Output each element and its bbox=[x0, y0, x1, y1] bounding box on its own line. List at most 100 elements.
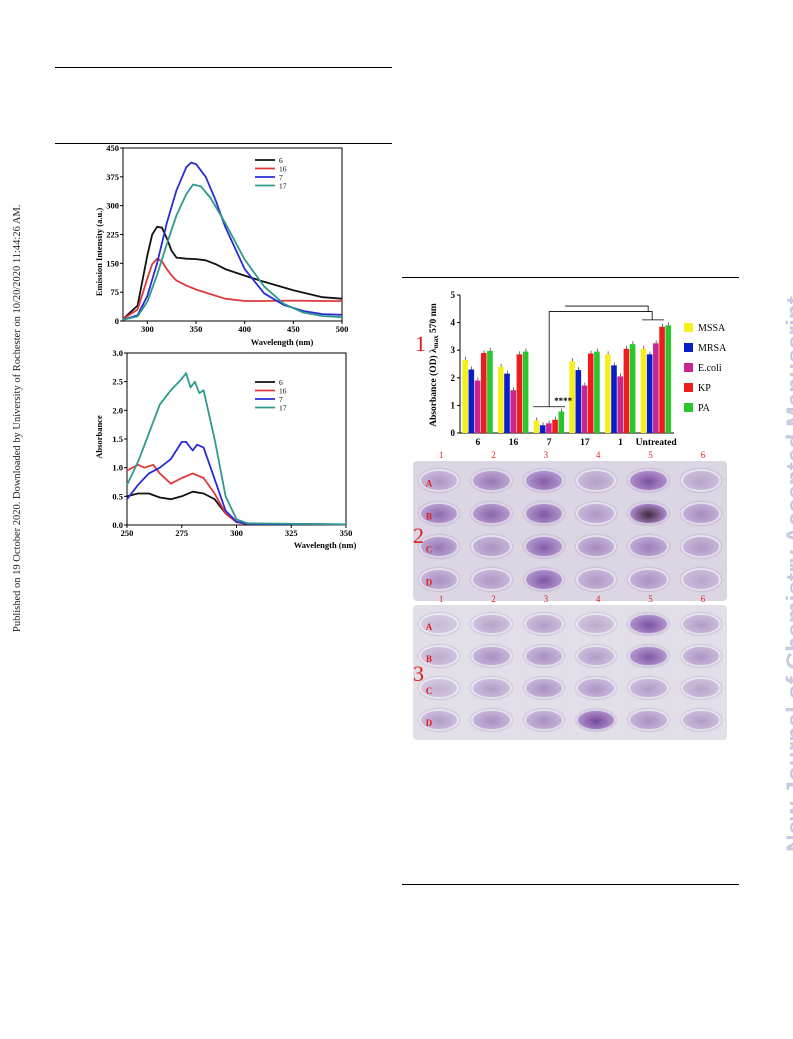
well bbox=[471, 469, 512, 492]
absorbance-chart: Absorbance Wavelength (nm) 250 275 300 325 3… bbox=[94, 348, 356, 550]
bar-PA-16 bbox=[522, 351, 529, 433]
well bbox=[523, 568, 564, 591]
emission-ytick-label: 0 bbox=[115, 316, 119, 326]
bar-MRSA-17 bbox=[575, 370, 582, 433]
plate-row-label: B bbox=[426, 512, 432, 522]
emission-chart: Emission Intensity (a.u.) Wavelength (nm… bbox=[94, 144, 349, 347]
plate-column-label: 6 bbox=[701, 594, 706, 604]
bar-ytick-label: 4 bbox=[451, 318, 456, 328]
bar-MSSA-7 bbox=[533, 420, 540, 433]
plate-column-label: 6 bbox=[701, 450, 706, 460]
bar-legend-label-MRSA: MRSA bbox=[698, 343, 727, 354]
well bbox=[419, 709, 460, 731]
well bbox=[471, 677, 512, 699]
absorbance-xtick-label: 275 bbox=[175, 528, 188, 538]
bar-PA-17 bbox=[594, 351, 600, 433]
absorbance-ytick-label: 2.0 bbox=[112, 405, 123, 415]
bar-KP-16 bbox=[516, 354, 523, 433]
emission-legend-label-17: 17 bbox=[279, 182, 287, 191]
emission-xtick-label: 500 bbox=[336, 324, 349, 334]
absorbance-xtick-label: 300 bbox=[230, 528, 243, 538]
emission-ytick-label: 225 bbox=[106, 230, 119, 240]
absorbance-legend-label-17: 17 bbox=[279, 404, 287, 413]
bar-KP-7 bbox=[552, 419, 558, 433]
bar-legend-swatch-PA bbox=[684, 403, 693, 412]
well bbox=[628, 502, 669, 525]
bar-PA-7 bbox=[558, 411, 565, 433]
emission-ytick-label: 150 bbox=[106, 258, 119, 268]
bar-category-label: 7 bbox=[547, 438, 552, 448]
bar-KP-1 bbox=[623, 348, 630, 433]
plate-column-label: 3 bbox=[544, 450, 549, 460]
bar-ylabel: Absorbance (OD) λmax 570 nm bbox=[428, 303, 440, 427]
well bbox=[419, 469, 460, 492]
well bbox=[523, 645, 564, 667]
emission-series-17 bbox=[122, 183, 343, 321]
well bbox=[628, 645, 669, 667]
bar-ytick-label: 5 bbox=[451, 290, 456, 300]
bar-E.coli-1 bbox=[617, 376, 623, 433]
plate-column-label: 1 bbox=[439, 450, 444, 460]
absorbance-legend-label-6: 6 bbox=[279, 378, 283, 387]
emission-series-16 bbox=[122, 257, 342, 320]
well bbox=[419, 568, 460, 591]
well bbox=[419, 502, 460, 525]
well bbox=[419, 535, 460, 558]
bar-PA-Untreated bbox=[665, 325, 672, 433]
absorbance-series-7 bbox=[126, 441, 347, 526]
emission-ylabel: Emission Intensity (a.u.) bbox=[94, 208, 104, 296]
bar-legend-swatch-KP bbox=[684, 383, 693, 392]
emission-ytick-label: 75 bbox=[111, 287, 120, 297]
plate-row-label: D bbox=[426, 718, 433, 728]
emission-xtick-label: 450 bbox=[287, 324, 300, 334]
well bbox=[523, 469, 564, 492]
well bbox=[576, 645, 617, 667]
bar-legend-label-MSSA: MSSA bbox=[698, 323, 726, 334]
plate-row-label: B bbox=[426, 654, 432, 664]
well bbox=[680, 502, 721, 525]
plate-column-label: 4 bbox=[596, 450, 601, 460]
bar-MSSA-16 bbox=[498, 366, 504, 433]
well bbox=[628, 709, 669, 731]
well bbox=[471, 502, 512, 525]
emission-xlabel: Wavelength (nm) bbox=[251, 337, 314, 347]
well bbox=[680, 535, 721, 558]
plate-row-label: C bbox=[426, 686, 433, 696]
emission-series-7 bbox=[122, 161, 343, 321]
significance-bracket-main bbox=[548, 311, 653, 407]
bar-KP-6 bbox=[480, 352, 487, 433]
well bbox=[576, 709, 617, 731]
bar-ytick-label: 0 bbox=[451, 428, 456, 438]
emission-ytick-label: 300 bbox=[106, 201, 119, 211]
well bbox=[471, 709, 512, 731]
well bbox=[680, 677, 721, 699]
rule-left-1 bbox=[55, 67, 392, 68]
emission-series-6 bbox=[122, 225, 343, 320]
well bbox=[523, 535, 564, 558]
bar-E.coli-Untreated bbox=[653, 343, 659, 433]
absorbance-ytick-label: 0.0 bbox=[112, 520, 123, 530]
bar-MSSA-Untreated bbox=[640, 348, 647, 433]
bar-legend-label-E.coli: E.coli bbox=[698, 363, 722, 374]
absorbance-xtick-label: 250 bbox=[121, 528, 134, 538]
emission-ytick-label: 375 bbox=[106, 172, 119, 182]
absorbance-ytick-label: 0.5 bbox=[112, 491, 123, 501]
well-plate-3 bbox=[413, 605, 727, 740]
bar-PA-6 bbox=[487, 350, 493, 433]
well bbox=[419, 645, 460, 667]
plate-column-label: 5 bbox=[648, 594, 653, 604]
well bbox=[523, 709, 564, 731]
bar-MRSA-Untreated bbox=[646, 354, 653, 433]
bar-MSSA-17 bbox=[569, 361, 575, 433]
emission-plot-frame bbox=[122, 147, 343, 322]
significance-label: **** bbox=[554, 396, 573, 406]
bar-legend-swatch-E.coli bbox=[684, 363, 693, 372]
bar-E.coli-7 bbox=[546, 423, 552, 433]
absorbance-legend-label-16: 16 bbox=[279, 387, 287, 396]
emission-legend-label-16: 16 bbox=[279, 165, 287, 174]
bar-legend-label-KP: KP bbox=[698, 383, 711, 394]
well bbox=[628, 677, 669, 699]
bar-E.coli-6 bbox=[474, 380, 481, 433]
emission-ytick-label: 450 bbox=[106, 144, 119, 153]
